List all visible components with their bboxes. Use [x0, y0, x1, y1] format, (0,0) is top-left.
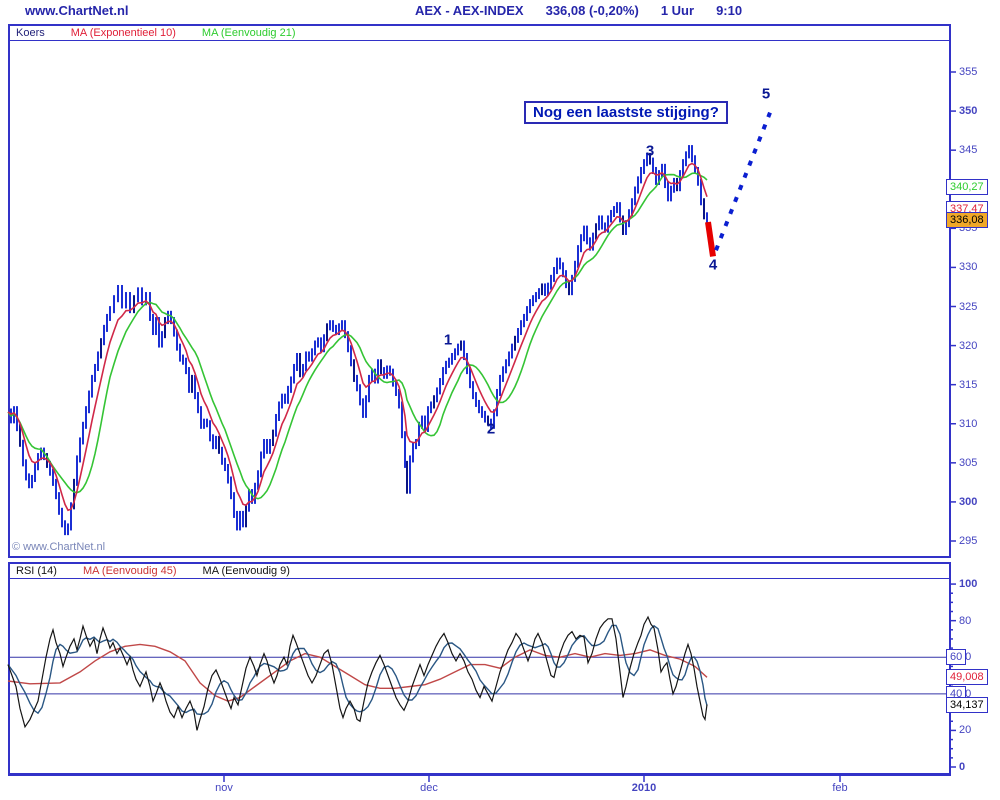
x-axis-label-feb: feb: [832, 782, 848, 794]
price-axis-label-310: 310: [959, 417, 978, 430]
interval-label: 1 Uur: [660, 3, 695, 18]
price-marker-34027: 340,27: [946, 179, 988, 196]
site-link[interactable]: www.ChartNet.nl: [25, 3, 129, 18]
legend-ema10: MA (Exponentieel 10): [70, 27, 176, 39]
time-label: 9:10: [716, 3, 743, 18]
symbol-name: AEX - AEX-INDEX: [415, 3, 524, 18]
wave-label-4: 4: [708, 256, 718, 274]
price-axis-label-300: 300: [959, 495, 978, 508]
annotation-question-box: Nog een laastste stijging?: [524, 101, 728, 124]
legend-rsi-ma45: MA (Eenvoudig 45): [82, 565, 177, 577]
wave-label-5: 5: [761, 85, 771, 103]
rsi-marker-60: 60: [946, 649, 967, 666]
rsi-axis-label-20: 20: [959, 724, 972, 737]
price-marker-33608: 336,08: [946, 211, 988, 228]
rsi-chart-panel: RSI (14) MA (Eenvoudig 45) MA (Eenvoudig…: [8, 562, 951, 776]
wave-label-2: 2: [486, 420, 496, 438]
price-axis-label-330: 330: [959, 261, 978, 274]
price-axis-label-295: 295: [959, 535, 978, 547]
legend-koers: Koers: [16, 27, 45, 39]
rsi-axis-label-100: 100: [959, 578, 978, 591]
x-axis-label-nov: nov: [215, 782, 233, 794]
rsi-marker-34137: 34,137: [946, 696, 988, 713]
price-legend: Koers MA (Exponentieel 10) MA (Eenvoudig…: [10, 26, 949, 41]
rsi-marker-49008: 49,008: [946, 669, 988, 686]
wave-label-3: 3: [645, 142, 655, 160]
price-chart-panel: Koers MA (Exponentieel 10) MA (Eenvoudig…: [8, 24, 951, 558]
price-axis-label-355: 355: [959, 66, 978, 78]
chart-title: AEX - AEX-INDEX 336,08 (-0,20%) 1 Uur 9:…: [415, 3, 742, 18]
price-axis-label-350: 350: [959, 105, 978, 118]
wave-label-1: 1: [443, 331, 453, 349]
quote-value: 336,08 (-0,20%): [545, 3, 639, 18]
price-axis-label-320: 320: [959, 339, 978, 352]
rsi-axis-label-80: 80: [959, 614, 972, 627]
legend-rsi-ma9: MA (Eenvoudig 9): [202, 565, 290, 577]
price-axis-label-305: 305: [959, 456, 978, 469]
legend-rsi: RSI (14): [16, 565, 57, 577]
x-axis-label-dec: dec: [420, 782, 438, 794]
x-axis-label-2010: 2010: [631, 782, 657, 794]
copyright-watermark: © www.ChartNet.nl: [12, 541, 106, 553]
legend-sma21: MA (Eenvoudig 21): [201, 27, 296, 39]
price-axis-label-345: 345: [959, 144, 978, 157]
rsi-axis-label-0: 0: [959, 761, 966, 773]
rsi-legend: RSI (14) MA (Eenvoudig 45) MA (Eenvoudig…: [10, 564, 949, 579]
price-axis-label-325: 325: [959, 300, 978, 313]
price-axis-label-315: 315: [959, 378, 978, 391]
